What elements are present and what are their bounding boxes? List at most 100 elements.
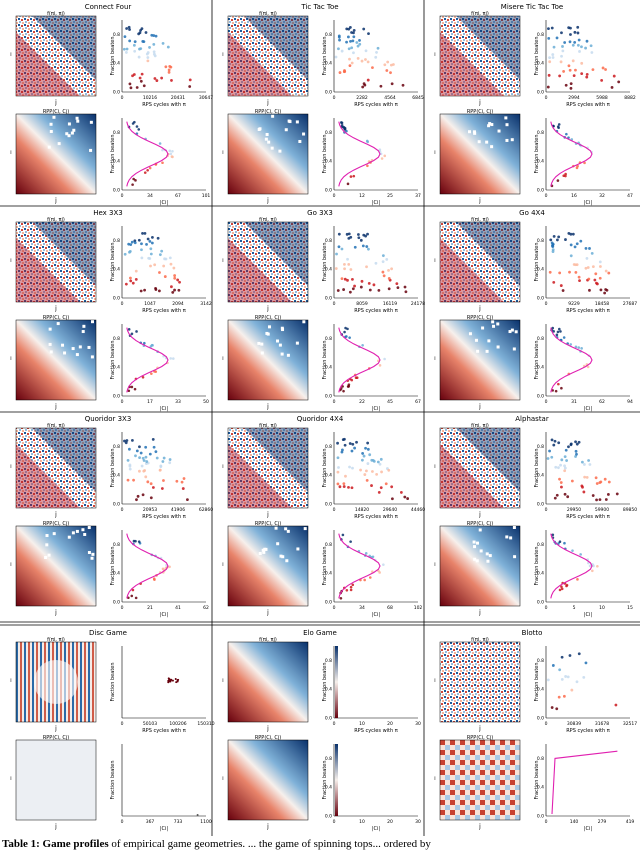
j-axis-label: j — [478, 823, 481, 830]
scatter-point — [378, 364, 382, 367]
scatter-point — [338, 71, 342, 74]
scatter-point — [346, 257, 349, 261]
scatter-point — [588, 247, 591, 250]
payoff-matrix — [15, 221, 97, 303]
scatter-point — [348, 57, 351, 61]
fraction-tick: 0.0 — [325, 814, 332, 820]
scatter-point — [367, 281, 371, 285]
rps-tick: 3142 — [200, 301, 212, 307]
i-axis-label: i — [434, 52, 435, 58]
scatter-point — [582, 490, 586, 494]
scatter-point — [551, 53, 555, 56]
scatter-point — [569, 33, 572, 36]
c-tick: 12 — [359, 193, 365, 199]
rpp-matrix-cell — [490, 145, 494, 149]
scatter-point — [567, 445, 570, 449]
rpp-matrix-cell — [475, 559, 479, 563]
scatter-point — [344, 474, 347, 478]
scatter-point — [137, 55, 141, 59]
fraction-tick: 0.0 — [113, 394, 120, 400]
scatter-point — [549, 238, 553, 242]
rps-cycles-label: RPS cycles with π — [566, 514, 610, 520]
scatter-point — [167, 680, 170, 683]
scatter-point — [550, 26, 554, 30]
c-size-label: |Ci| — [584, 200, 593, 206]
panel-dividers — [0, 0, 640, 836]
fraction-tick: 0.4 — [113, 267, 120, 273]
scatter-point — [599, 265, 602, 268]
scatter-point — [123, 439, 126, 443]
j-axis-label: j — [266, 99, 269, 106]
c-tick: 279 — [598, 819, 607, 825]
scatter-point — [131, 183, 134, 186]
scatter-point — [137, 32, 141, 36]
scatter-point — [142, 459, 146, 462]
scatter-point — [379, 486, 383, 490]
scatter-point — [593, 278, 597, 282]
c-tick: 419 — [626, 819, 635, 825]
scatter-point — [366, 60, 370, 64]
i-axis-label: i — [10, 52, 11, 58]
i-axis-label: i — [434, 776, 435, 782]
scatter-point — [560, 677, 564, 681]
rps-cycles-label: RPS cycles with π — [142, 102, 186, 108]
scatter-point — [548, 56, 551, 60]
scatter-point — [151, 486, 155, 489]
fraction-tick: 0.8 — [537, 444, 544, 450]
scatter-point — [126, 478, 130, 482]
scatter-point — [383, 63, 387, 67]
scatter-point — [606, 493, 610, 496]
fit-curve — [550, 327, 593, 393]
scatter-point — [144, 475, 148, 479]
fraction-tick: 0.0 — [113, 502, 120, 508]
i-axis-label: i — [222, 464, 223, 470]
scatter-point — [129, 243, 133, 246]
scatter-point — [172, 266, 176, 270]
scatter-point — [337, 466, 340, 469]
j-axis-label: j — [266, 197, 269, 204]
scatter-point — [138, 445, 141, 449]
fraction-tick: 0.4 — [325, 267, 332, 273]
rpp-matrix-cell — [490, 123, 494, 127]
scatter-point — [152, 50, 156, 54]
fraction-tick: 0.0 — [113, 90, 120, 96]
rpp-matrix-cell — [75, 529, 79, 533]
scatter-point — [585, 476, 589, 479]
rpp-matrix-cell — [47, 145, 51, 149]
rps-tick: 0 — [121, 95, 124, 101]
scatter-point — [124, 441, 128, 445]
panel-title: Tic Tac Toe — [300, 3, 338, 11]
fraction-beaten-label: Fraction beaten — [534, 340, 540, 379]
rps-tick: 100206 — [169, 721, 186, 727]
scatter-point — [364, 58, 367, 61]
scatter-point — [352, 35, 356, 39]
matrix-top-label: f(πi, πj) — [471, 423, 489, 429]
c-tick: 47 — [627, 193, 633, 199]
fraction-beaten-label: Fraction beaten — [322, 448, 328, 487]
rps-tick: 8882 — [624, 95, 636, 101]
scatter-point — [173, 288, 176, 292]
fraction-tick: 0.0 — [537, 502, 544, 508]
scatter-point — [601, 66, 605, 70]
scatter-point — [564, 172, 567, 176]
scatter-point — [162, 264, 166, 268]
scatter-point — [371, 66, 374, 70]
scatter-point — [168, 678, 171, 681]
game-panel-quoridor-4x4: Quoridor 4X4 f(πi, πj) i j RPP(Ci, Cj) i j Frac… — [222, 415, 425, 618]
fraction-tick: 0.4 — [113, 473, 120, 479]
rps-tick: 0 — [545, 721, 548, 727]
rpp-matrix-cell — [261, 548, 265, 552]
rpp-matrix-cell — [473, 131, 477, 135]
scatter-point — [153, 54, 157, 58]
scatter-point — [557, 235, 561, 239]
matrix-top-label: f(πi, πj) — [259, 423, 277, 429]
scatter-point — [379, 84, 383, 88]
scatter-point — [137, 540, 141, 543]
scatter-point — [580, 484, 584, 488]
scatter-point — [335, 252, 338, 256]
c-tick: 45 — [387, 399, 393, 405]
game-panel-hex-3x3: Hex 3X3 f(πi, πj) i j RPP(Ci, Cj) i j Fraction … — [10, 209, 212, 412]
scatter-point — [580, 72, 584, 76]
c-tick: 30 — [415, 819, 421, 825]
j-axis-label: j — [54, 511, 57, 518]
